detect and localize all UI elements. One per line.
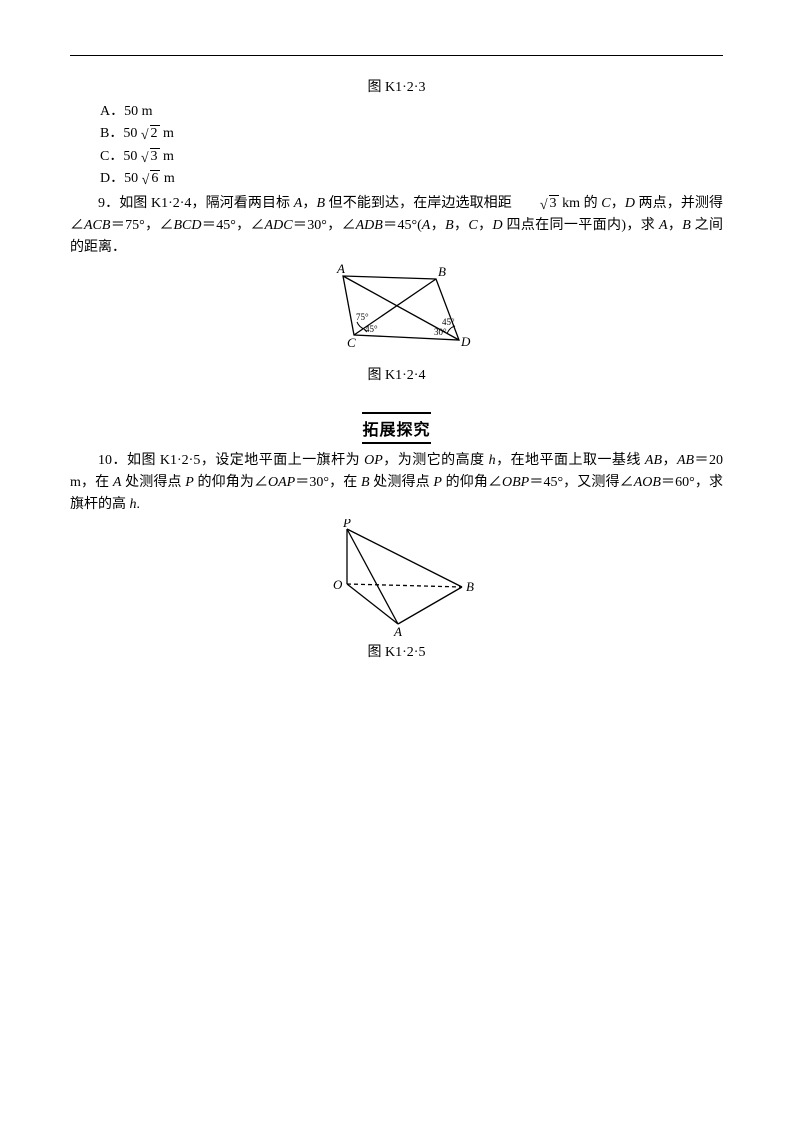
q9-t: 但不能到达，在岸边选取相距 (325, 196, 512, 211)
section-header: 拓展探究 (70, 412, 723, 444)
option-c: C．50 √3 m (100, 147, 723, 167)
q9-t: km 的 (559, 196, 602, 211)
option-a: A．50 m (100, 102, 723, 122)
q9-t: 如图 K1·2·4，隔河看两目标 (119, 196, 294, 211)
q9-c: ， (454, 218, 469, 233)
d9-label-D: D (460, 334, 471, 349)
d9-label-A: A (336, 262, 345, 276)
q9-BCD: BCD (174, 218, 202, 233)
d9-ang30: 30° (434, 327, 447, 337)
figure-k1-2-4: A B C D 75° 45° 30° 45° (307, 262, 487, 362)
d10-label-P: P (342, 519, 351, 530)
q9-ADB: ADB (356, 218, 383, 233)
option-d-post: m (160, 171, 174, 186)
q10-num: 10． (98, 453, 127, 468)
q9-Bl: B (445, 218, 454, 233)
q9-B2: B (682, 218, 691, 233)
q10-h2: h (130, 497, 137, 512)
q10-h: h (489, 453, 496, 468)
d9-label-C: C (347, 335, 356, 350)
q9-c: ， (611, 196, 625, 211)
q10-t: 处测得点 (121, 475, 185, 490)
figure-caption-3: 图 K1·2·5 (70, 641, 723, 661)
question-10: 10．如图 K1·2·5，设定地平面上一旗杆为 OP，为测它的高度 h，在地平面… (70, 450, 723, 515)
q9-ADC: ADC (265, 218, 293, 233)
q9-t: ＝30°，∠ (293, 218, 356, 233)
q10-OP: OP (364, 453, 383, 468)
option-b-pre: 50 (123, 126, 141, 141)
sqrt-icon: √3 (512, 193, 559, 215)
q9-C: C (601, 196, 610, 211)
q10-AB: AB (645, 453, 662, 468)
option-b-post: m (160, 126, 174, 141)
q10-t: ，在地平面上取一基线 (496, 453, 645, 468)
q9-num: 9． (98, 196, 119, 211)
d10-label-B: B (466, 579, 474, 594)
option-b: B．50 √2 m (100, 124, 723, 144)
q10-P: P (185, 475, 194, 490)
option-c-pre: 50 (123, 149, 141, 164)
q10-t: 的仰角∠ (442, 475, 502, 490)
q9-Cl: C (468, 218, 477, 233)
q9-t: ＝45°，∠ (202, 218, 265, 233)
option-a-text: 50 m (124, 104, 152, 119)
q9-t: ＝45°( (383, 218, 422, 233)
q9-c: ， (668, 218, 683, 233)
question-9: 9．如图 K1·2·4，隔河看两目标 A，B 但不能到达，在岸边选取相距√3 k… (70, 193, 723, 258)
d9-label-B: B (438, 264, 446, 279)
q9-t: 四点在同一平面内)，求 (503, 218, 659, 233)
q10-t: . (137, 497, 141, 512)
option-d-label: D． (100, 171, 124, 186)
option-c-post: m (160, 149, 174, 164)
option-b-root: 2 (150, 125, 160, 141)
figure-caption-2: 图 K1·2·4 (70, 364, 723, 384)
option-d-pre: 50 (124, 171, 142, 186)
q10-t: ＝30°，在 (295, 475, 361, 490)
d9-ang75: 75° (356, 312, 369, 322)
sqrt-icon: √2 (141, 124, 160, 144)
d10-label-A: A (393, 624, 402, 639)
d9-ang45b: 45° (442, 317, 455, 327)
top-rule (70, 55, 723, 56)
q9-A: A (294, 196, 303, 211)
option-d: D．50 √6 m (100, 169, 723, 189)
q10-OAP: OAP (268, 475, 295, 490)
sqrt-icon: √6 (142, 169, 161, 189)
q9-root: 3 (549, 195, 559, 211)
q9-A2: A (659, 218, 668, 233)
option-a-label: A． (100, 104, 124, 119)
q10-OBP: OBP (502, 475, 529, 490)
q10-c: ， (662, 453, 677, 468)
q9-c: ， (430, 218, 445, 233)
q9-B: B (316, 196, 325, 211)
q10-P2: P (433, 475, 442, 490)
q9-Dl: D (492, 218, 502, 233)
q9-D: D (625, 196, 635, 211)
q9-t: ＝75°，∠ (110, 218, 173, 233)
q9-c: ， (302, 196, 316, 211)
option-b-label: B． (100, 126, 123, 141)
q10-t: 如图 K1·2·5，设定地平面上一旗杆为 (127, 453, 364, 468)
q10-AOB: AOB (634, 475, 661, 490)
q10-t: 处测得点 (370, 475, 434, 490)
option-d-root: 6 (150, 170, 160, 186)
q10-t: ，为测它的高度 (383, 453, 489, 468)
option-c-root: 3 (150, 148, 160, 164)
d9-ang45: 45° (365, 324, 378, 334)
q10-t: ＝45°，又测得∠ (529, 475, 634, 490)
sqrt-icon: √3 (141, 147, 160, 167)
page-content: 图 K1·2·3 A．50 m B．50 √2 m C．50 √3 m D．50… (0, 0, 793, 707)
section-title: 拓展探究 (362, 412, 430, 444)
q10-t: 的仰角为∠ (194, 475, 268, 490)
q10-AB2: AB (677, 453, 694, 468)
d10-label-O: O (333, 577, 343, 592)
q9-ACB: ACB (84, 218, 110, 233)
figure-caption-1: 图 K1·2·3 (70, 76, 723, 96)
figure-k1-2-5: P O A B (302, 519, 492, 639)
option-c-label: C． (100, 149, 123, 164)
q10-B: B (361, 475, 370, 490)
q9-c: ， (478, 218, 493, 233)
